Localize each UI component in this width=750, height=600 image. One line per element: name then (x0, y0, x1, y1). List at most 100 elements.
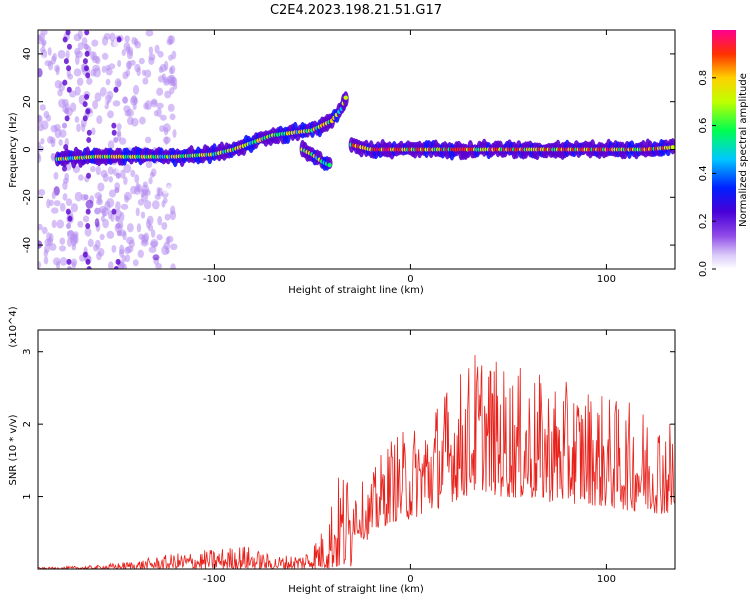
spectrogram-noise-cell (49, 136, 56, 144)
spectrogram-noise-cell (152, 254, 160, 261)
spectrogram-noise-cell (144, 136, 152, 144)
snr-y-tick-label: 3 (22, 349, 33, 355)
spectrogram-noise-cell (59, 237, 66, 245)
spectrogram-streak-cell (114, 187, 120, 194)
spectrogram-noise-cell (70, 102, 77, 113)
spectrogram-noise-cell (156, 87, 164, 96)
spectrogram-noise-cell (65, 50, 70, 60)
spectrogram-noise-cell (99, 233, 105, 241)
spectrogram-noise-cell (40, 137, 45, 145)
spectrogram-y-label: Frequency (Hz) (8, 112, 19, 188)
spectrogram-streak-cell (62, 79, 68, 86)
spectrogram-noise-cell (161, 222, 168, 230)
spectrogram-noise-cell (95, 165, 101, 176)
spectrogram-noise-cell (94, 92, 102, 102)
spectrogram-noise-cell (59, 202, 66, 212)
spectrogram-noise-cell (123, 41, 131, 51)
spectrogram-noise-cell (156, 234, 163, 241)
snr-x-tick-label: 0 (407, 574, 413, 585)
spectrogram-noise-cell (70, 203, 79, 213)
spectrogram-noise-cell (149, 171, 155, 178)
spectrogram-plot: -100 0 100 -40 -20 0 20 40 Height of straight l… (8, 29, 676, 296)
spectrogram-noise-cell (148, 246, 157, 254)
spectrogram-noise-cell (132, 84, 140, 95)
spectrogram-streak-cell (63, 58, 69, 65)
spectrogram-noise-cell (120, 169, 126, 179)
spectrogram-noise-cell (92, 64, 100, 72)
spectrogram-noise-cell (107, 110, 114, 119)
snr-x-tick-label: -100 (203, 574, 226, 585)
spectrogram-noise-cell (138, 233, 144, 240)
spectrogram-noise-cell (98, 123, 105, 133)
spectrogram-noise-cell (112, 100, 121, 107)
spectrogram-noise-cell (156, 102, 164, 109)
spectrogram-noise-cell (123, 163, 132, 174)
spectrogram-noise-cell (160, 114, 167, 121)
spectrogram-noise-cell (162, 197, 168, 204)
spectrogram-streak-cell (67, 215, 73, 222)
spectrogram-noise-cell (145, 160, 153, 169)
spectrogram-noise-cell (149, 35, 154, 44)
spectrogram-noise-cell (53, 172, 59, 180)
spectrogram-noise-cell (57, 49, 66, 59)
spectrogram-y-tick-label: 20 (22, 95, 33, 108)
spectrogram-noise-cell (74, 191, 83, 202)
spectrogram-noise-cell (123, 246, 132, 255)
spectrogram-streak-cell (64, 108, 70, 115)
spectrogram-y-tick-label: -20 (22, 189, 33, 205)
spectrogram-noise-cell (86, 77, 93, 85)
spectrogram-noise-cell (96, 115, 103, 124)
spectrogram-streak-cell (113, 136, 119, 143)
spectrogram-noise-cell (136, 223, 142, 233)
spectrogram-noise-cell (53, 124, 61, 132)
spectrogram-noise-cell (73, 68, 82, 77)
spectrogram-noise-cell (148, 46, 154, 55)
spectrogram-noise-cell (138, 57, 145, 65)
spectrogram-noise-cell (85, 199, 94, 209)
spectrogram-noise-cell (170, 263, 176, 269)
spectrogram-noise-cell (148, 56, 155, 66)
spectrogram-noise-cell (94, 218, 100, 228)
spectrogram-streak-cell (85, 222, 91, 229)
spectrogram-noise-cell (107, 166, 114, 175)
spectrogram-noise-cell (141, 184, 150, 194)
spectrogram-noise-cell (167, 103, 175, 112)
spectrogram-noise-cell (124, 35, 130, 43)
spectrogram-streak-cell (115, 258, 121, 265)
spectrogram-noise-cell (105, 67, 113, 76)
spectrogram-noise-cell (38, 33, 46, 42)
spectrogram-noise-cell (117, 59, 122, 68)
spectrogram-noise-cell (78, 174, 84, 181)
snr-frame (37, 329, 676, 570)
spectrogram-streak-cell (86, 266, 92, 269)
spectrogram-x-tick-label: -100 (203, 274, 226, 285)
spectrogram-noise-cell (141, 69, 146, 76)
spectrogram-noise-cell (164, 90, 172, 99)
spectrogram-noise-cell (38, 115, 43, 125)
spectrogram-noise-cell (130, 185, 137, 195)
spectrogram-streak-cell (85, 258, 91, 265)
spectrogram-noise-cell (140, 239, 149, 247)
colorbar-gradient (712, 30, 736, 269)
spectrogram-noise-cell (116, 80, 122, 87)
spectrogram-noise-cell (38, 68, 43, 78)
spectrogram-noise-cell (144, 69, 152, 78)
spectrogram-noise-cell (140, 211, 146, 219)
colorbar-tick-label: 0.4 (698, 165, 709, 181)
spectrogram-noise-cell (141, 192, 149, 202)
spectrogram-noise-cell (69, 90, 77, 98)
spectrogram-noise-cell (154, 44, 160, 54)
spectrogram-noise-cell (143, 200, 152, 210)
spectrogram-noise-cell (108, 189, 117, 198)
spectrogram-noise-cell (101, 65, 107, 73)
spectrogram-noise-cell (38, 145, 45, 152)
spectrogram-noise-cell (121, 96, 129, 104)
spectrogram-noise-cell (62, 193, 68, 201)
spectrogram-noise-cell (64, 172, 70, 181)
spectrogram-noise-cell (51, 191, 56, 200)
spectrogram-noise-cell (56, 219, 65, 229)
spectrogram-noise-cell (39, 104, 46, 111)
spectrogram-noise-cell (154, 193, 161, 200)
spectrogram-streak-cell (111, 122, 117, 129)
spectrogram-noise-cell (74, 86, 81, 96)
